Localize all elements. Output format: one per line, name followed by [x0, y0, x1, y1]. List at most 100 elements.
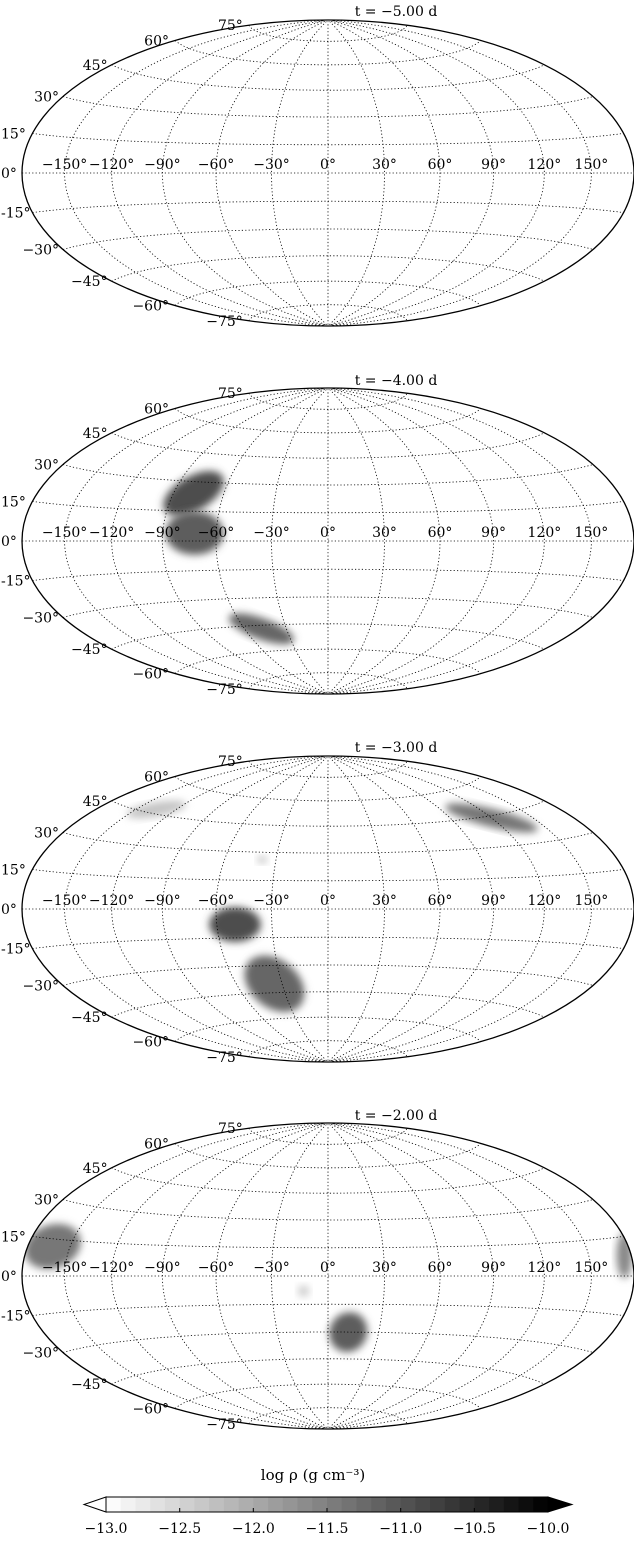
lat-tick-label: 60° [144, 402, 169, 418]
meridian-line [271, 389, 327, 693]
lon-tick-label: 90° [481, 1260, 506, 1276]
lat-tick-label: −30° [22, 611, 59, 627]
lat-tick-label: 30° [34, 458, 59, 474]
lon-tick-label: 30° [372, 1260, 397, 1276]
lon-tick-label: 90° [481, 525, 506, 541]
lon-tick-label: 30° [372, 525, 397, 541]
colorbar-segment [385, 1497, 402, 1512]
colorbar-segment [106, 1497, 122, 1512]
lat-tick-label: −75° [206, 1050, 243, 1066]
colorbar-segment [400, 1497, 416, 1512]
graticule [22, 388, 634, 694]
lon-tick-label: 30° [372, 157, 397, 173]
lon-tick-label: 120° [528, 525, 562, 541]
colorbar-segment [371, 1497, 387, 1512]
colorbar-segment [312, 1497, 328, 1512]
lat-tick-label: 15° [1, 1229, 26, 1245]
lat-tick-label: 60° [144, 770, 169, 786]
density-blob [244, 955, 305, 1013]
lon-tick-label: −30° [253, 525, 290, 541]
meridian-line [329, 757, 385, 1061]
lon-tick-label: −60° [198, 157, 235, 173]
meridian-line [331, 388, 494, 694]
colorbar-segment [209, 1497, 225, 1512]
lon-tick-label: 90° [481, 893, 506, 909]
lon-tick-label: 120° [528, 893, 562, 909]
lat-tick-label: 15° [1, 494, 26, 510]
colorbar-tick-label: −10.5 [453, 1521, 496, 1537]
density-field [126, 800, 538, 1013]
lat-tick-label: 75° [218, 386, 243, 402]
graticule [22, 1123, 634, 1429]
parallel-line [32, 869, 624, 882]
lat-tick-label: −30° [22, 1346, 59, 1362]
colorbar-segment [356, 1497, 372, 1512]
lon-tick-label: 60° [428, 157, 453, 173]
colorbar-segment [238, 1497, 254, 1512]
parallel-line [32, 133, 624, 146]
lon-tick-label: −30° [253, 157, 290, 173]
lat-tick-label: 30° [34, 1193, 59, 1209]
lat-tick-label: 45° [83, 1161, 108, 1177]
colorbar-segment [459, 1497, 475, 1512]
colorbar-segment [135, 1497, 151, 1512]
lat-tick-label: −30° [22, 979, 59, 995]
meridian-line [330, 756, 441, 1062]
lon-tick-label: 0° [320, 525, 336, 541]
colorbar-segment [533, 1497, 549, 1512]
lat-tick-label: -15° [1, 574, 31, 590]
meridian-line [64, 756, 323, 1062]
lon-tick-label: −90° [144, 157, 181, 173]
meridian-line [162, 1123, 325, 1429]
meridian-line [271, 1124, 327, 1428]
lon-tick-label: 150° [575, 1260, 609, 1276]
colorbar-segment [268, 1497, 284, 1512]
lon-tick-label: 120° [528, 157, 562, 173]
colorbar-tick-label: −10.0 [527, 1521, 570, 1537]
lat-tick-label: −45° [71, 1010, 108, 1026]
lat-tick-label: 0° [1, 1269, 17, 1285]
lon-tick-label: −120° [89, 893, 134, 909]
meridian-line [64, 20, 323, 326]
colorbar-tick-label: −13.0 [85, 1521, 128, 1537]
meridian-line [215, 756, 326, 1062]
colorbar-extend-high [547, 1496, 574, 1513]
lat-tick-label: 75° [218, 18, 243, 34]
lat-tick-label: −60° [132, 1035, 169, 1051]
lon-tick-label: 90° [481, 157, 506, 173]
lon-tick-label: −30° [253, 893, 290, 909]
lon-tick-label: −150° [42, 1260, 87, 1276]
meridian-line [330, 1123, 441, 1429]
meridian-line [333, 20, 592, 326]
colorbar-segment [341, 1497, 358, 1512]
lat-tick-label: −75° [206, 314, 243, 330]
lat-tick-label: 15° [1, 862, 26, 878]
lon-tick-label: −90° [144, 893, 181, 909]
meridian-line [162, 20, 325, 326]
density-blob [445, 803, 538, 833]
meridian-line [162, 756, 325, 1062]
lat-tick-label: 30° [34, 90, 59, 106]
panel-title: t = −5.00 d [355, 4, 438, 20]
lon-tick-label: 60° [428, 525, 453, 541]
lat-tick-label: −45° [71, 642, 108, 658]
density-blob [165, 511, 224, 555]
density-blob [228, 613, 294, 645]
colorbar-segment [179, 1497, 195, 1512]
colorbar-segment [430, 1497, 446, 1512]
colorbar-segment [518, 1497, 534, 1512]
meridian-line [333, 756, 592, 1062]
lat-tick-label: 60° [144, 34, 169, 50]
meridian-line [330, 20, 441, 326]
colorbar-segment [297, 1497, 313, 1512]
colorbar-tick-label: −11.0 [379, 1521, 422, 1537]
lon-tick-label: −120° [89, 157, 134, 173]
colorbar-tick-label: −12.0 [232, 1521, 275, 1537]
meridian-line [271, 757, 327, 1061]
meridian-line [329, 21, 385, 325]
lon-tick-label: −150° [42, 157, 87, 173]
map-boundary [21, 19, 634, 327]
colorbar-tick-label: −11.5 [306, 1521, 349, 1537]
colorbar-segment [415, 1497, 431, 1512]
colorbar-segment [150, 1497, 166, 1512]
